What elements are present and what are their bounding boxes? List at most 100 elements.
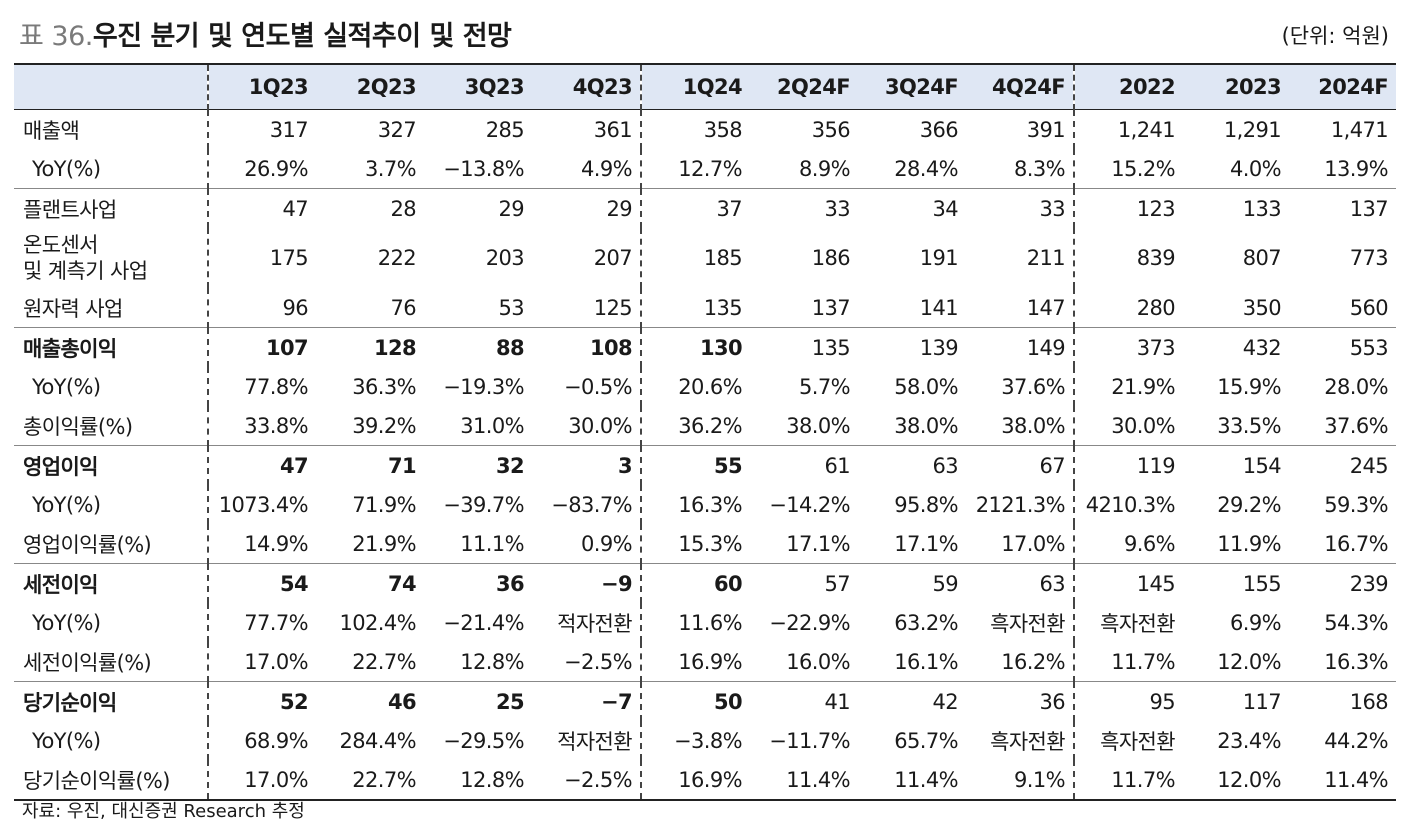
table-cell: 366	[919, 117, 959, 142]
row-label: 온도센서 및 계측기 사업	[14, 228, 208, 288]
table-cell: 185	[640, 228, 750, 288]
table-cell: 36.2%	[640, 406, 750, 446]
table-cell: 154	[1183, 445, 1289, 485]
table-cell: 9.1%	[966, 760, 1074, 801]
table-cell: 47	[207, 445, 316, 485]
row-label: 세전이익	[14, 563, 208, 603]
table-row: YoY(%) 77.8% 36.3% −19.3% −0.5% 20.6% 5.7% 58.0…	[14, 367, 1396, 406]
table-cell: 358	[640, 109, 750, 149]
row-label: 원자력 사업	[23, 296, 123, 321]
table-cell: 61	[750, 445, 858, 485]
table-cell: 17.0%	[207, 760, 316, 801]
table-title-text: 우진 분기 및 연도별 실적추이 및 전망	[92, 21, 512, 52]
table-cell: 280	[1073, 288, 1183, 328]
col-header: 1Q24	[640, 63, 750, 110]
financial-table: 1Q23 2Q23 3Q23 4Q23 1Q24 2Q24F 3Q24F 4Q2…	[14, 63, 1396, 801]
table-cell: 52	[207, 681, 316, 721]
table-cell: 117	[1183, 681, 1289, 721]
table-cell: 285	[485, 117, 525, 142]
table-cell: 17.1%	[786, 531, 850, 556]
table-cell: 239	[1289, 563, 1396, 603]
table-cell: 130	[640, 327, 750, 367]
table-cell: 139	[858, 327, 966, 367]
table-cell: 8.3%	[1014, 156, 1066, 181]
table-cell: 28.0%	[1324, 374, 1388, 399]
table-cell: 11.4%	[858, 760, 966, 801]
table-row: 플랜트사업 47 28 29 29 37 33 34 33 123 133 137	[14, 188, 1396, 228]
table-cell: 77.8%	[207, 367, 316, 406]
row-label: YoY(%)	[32, 374, 101, 399]
table-row: YoY(%) 77.7% 102.4% −21.4% 적자전환 11.6% −22.9% 63…	[14, 603, 1396, 642]
table-cell: 11.7%	[1073, 760, 1183, 801]
table-cell: 102.4%	[339, 610, 417, 635]
table-cell: 71	[316, 445, 424, 485]
table-cell: 25	[424, 681, 532, 721]
table-row: 당기순이익률(%) 17.0% 22.7% 12.8% −2.5% 16.9% 11.4% 1…	[14, 760, 1396, 801]
table-cell: 186	[811, 246, 851, 270]
table-cell: 145	[1073, 563, 1183, 603]
table-cell: 16.9%	[640, 760, 750, 801]
table-cell: 147	[1026, 295, 1066, 320]
table-cell: 11.4%	[750, 760, 858, 801]
table-cell: 95.8%	[894, 492, 958, 517]
table-cell: 207	[593, 246, 633, 270]
table-cell: 361	[593, 117, 633, 142]
table-cell: 38.0%	[1001, 413, 1065, 438]
table-cell: 175	[207, 228, 316, 288]
table-cell: 2121.3%	[975, 492, 1066, 517]
header: 표 36.우진 분기 및 연도별 실적추이 및 전망 (단위: 억원)	[0, 0, 1427, 60]
table-cell: 12.8%	[460, 649, 524, 674]
row-label-line: 온도센서	[23, 233, 98, 257]
table-cell: −0.5%	[564, 374, 633, 399]
table-cell: 28.4%	[894, 156, 958, 181]
table-cell: 36	[424, 563, 532, 603]
table-cell: 13.9%	[1324, 156, 1388, 181]
table-cell: 57	[750, 563, 858, 603]
col-header: 1Q23	[207, 63, 316, 110]
table-row: 당기순이익 52 46 25 −7 50 41 42 36 95 117 168	[14, 681, 1396, 721]
table-cell: 135	[750, 327, 858, 367]
table-cell: 4.9%	[581, 156, 633, 181]
table-cell: 47	[207, 188, 316, 228]
table-cell: 191	[919, 246, 959, 270]
table-cell: 12.7%	[640, 149, 750, 189]
table-cell: 155	[1183, 563, 1289, 603]
table-cell: 373	[1073, 327, 1183, 367]
table-cell: 33.5%	[1217, 413, 1281, 438]
table-cell: 1,241	[1073, 109, 1183, 149]
table-cell: 50	[640, 681, 750, 721]
table-row: 매출총이익 107 128 88 108 130 135 139 149 373 432 553	[14, 327, 1396, 367]
table-cell: 16.0%	[786, 649, 850, 674]
table-cell: −29.5%	[443, 728, 524, 753]
table-cell: 39.2%	[352, 413, 416, 438]
table-cell: 11.6%	[640, 603, 750, 642]
table-cell: 38.0%	[786, 413, 850, 438]
table-cell: 21.9%	[1073, 367, 1183, 406]
table-row: 영업이익 47 71 32 3 55 61 63 67 119 154 245	[14, 445, 1396, 485]
table-cell: 31.0%	[460, 413, 524, 438]
header-corner	[14, 63, 208, 110]
table-cell: 59	[858, 563, 966, 603]
table-cell: 44.2%	[1324, 728, 1388, 753]
row-label: 세전이익률(%)	[23, 650, 152, 675]
table-cell: 22.7%	[316, 760, 424, 801]
table-cell: 흑자전환	[1073, 603, 1183, 642]
table-cell: 59.3%	[1324, 492, 1388, 517]
table-cell: 203	[485, 246, 525, 270]
table-cell: 391	[1026, 117, 1066, 142]
table-cell: 42	[858, 681, 966, 721]
table-cell: 32	[424, 445, 532, 485]
table-cell: 123	[1073, 188, 1183, 228]
table-cell: −22.9%	[769, 610, 850, 635]
table-cell: −2.5%	[532, 760, 641, 801]
table-cell: 흑자전환	[990, 729, 1065, 754]
table-cell: 15.2%	[1073, 149, 1183, 189]
table-cell: 54.3%	[1324, 610, 1388, 635]
table-cell: 317	[207, 109, 316, 149]
table-row: 세전이익 54 74 36 −9 60 57 59 63 145 155 239	[14, 563, 1396, 603]
table-cell: 432	[1183, 327, 1289, 367]
table-cell: 284.4%	[339, 728, 417, 753]
table-cell: −39.7%	[443, 492, 524, 517]
table-cell: 22.7%	[352, 649, 416, 674]
table-cell: 63	[966, 563, 1074, 603]
